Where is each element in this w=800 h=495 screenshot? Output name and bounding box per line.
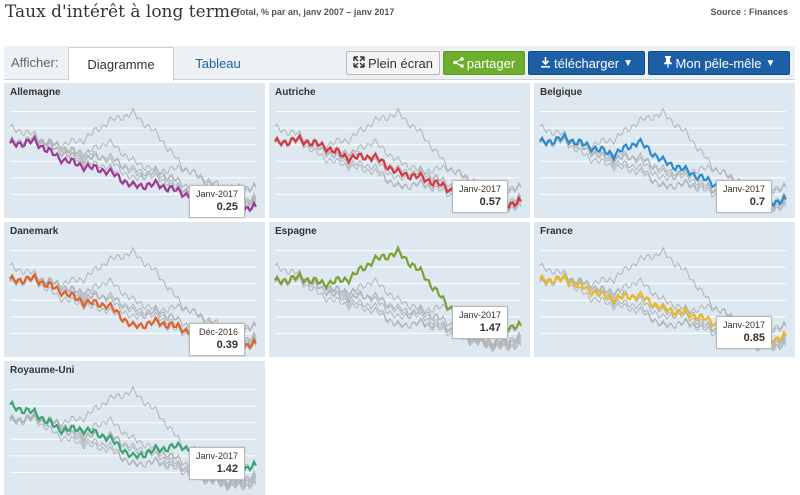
share-icon — [452, 56, 464, 71]
pele-mele-button[interactable]: Mon pêle-mêle ▼ — [648, 51, 790, 75]
download-label: télécharger — [554, 55, 620, 71]
context-line-allemagne — [274, 275, 522, 353]
panel-title: Espagne — [275, 226, 317, 237]
tooltip-date: Déc-2016 — [198, 327, 238, 337]
share-label: partager — [466, 55, 516, 71]
caret-down-icon: ▼ — [623, 57, 633, 69]
tooltip-date: Janv-2017 — [458, 310, 501, 320]
value-tooltip: Déc-2016 0.39 — [189, 323, 245, 356]
pele-mele-label: Mon pêle-mêle — [675, 55, 762, 71]
pin-icon — [663, 55, 673, 71]
context-line-espagne — [9, 246, 257, 332]
page-title: Taux d'intérêt à long terme — [5, 2, 240, 22]
context-line-allemagne — [9, 414, 257, 492]
tooltip-date: Janv-2017 — [722, 320, 765, 330]
share-button[interactable]: partager — [443, 51, 525, 75]
panel-france: France Janv-2017 0.85 — [534, 222, 795, 357]
panel-title: France — [540, 226, 573, 237]
panel-title: Royaume-Uni — [10, 365, 75, 376]
tooltip-value: 0.25 — [216, 201, 238, 213]
caret-down-icon: ▼ — [765, 57, 776, 69]
context-line-espagne — [539, 107, 787, 193]
context-line-espagne — [274, 107, 522, 193]
panel-title: Autriche — [275, 87, 316, 98]
toolbar: Afficher: Diagramme Tableau Plein écran … — [4, 46, 795, 81]
download-button[interactable]: télécharger ▼ — [528, 51, 645, 75]
chart-header: Taux d'intérêt à long terme Total, % par… — [5, 2, 795, 26]
afficher-label: Afficher: — [11, 55, 59, 70]
tooltip-value: 1.42 — [216, 463, 238, 475]
panel-allemagne: Allemagne Janv-2017 0.25 — [4, 83, 265, 218]
panel-title: Belgique — [540, 87, 583, 98]
panel-autriche: Autriche Janv-2017 0.57 — [269, 83, 530, 218]
tab-diagramme[interactable]: Diagramme — [68, 47, 174, 81]
panel-title: Allemagne — [10, 87, 61, 98]
tooltip-value: 0.7 — [749, 196, 765, 208]
value-tooltip: Janv-2017 0.25 — [189, 185, 245, 218]
tooltip-value: 0.57 — [479, 196, 501, 208]
fullscreen-button[interactable]: Plein écran — [346, 51, 440, 75]
expand-icon — [353, 55, 365, 71]
context-line-royaume-uni — [9, 262, 257, 335]
tooltip-date: Janv-2017 — [458, 184, 501, 194]
panel-royaume-uni: Royaume-Uni Janv-2017 1.42 — [4, 361, 265, 495]
panel-espagne: Espagne Janv-2017 1.47 — [269, 222, 530, 357]
tooltip-value: 0.39 — [216, 339, 238, 351]
panel-danemark: Danemark Déc-2016 0.39 — [4, 222, 265, 357]
value-tooltip: Janv-2017 0.7 — [716, 180, 772, 213]
panel-belgique: Belgique Janv-2017 0.7 — [534, 83, 795, 218]
tooltip-value: 0.85 — [743, 332, 765, 344]
tooltip-value: 1.47 — [479, 322, 501, 334]
panel-title: Danemark — [10, 226, 59, 237]
value-tooltip: Janv-2017 1.47 — [452, 306, 508, 339]
tab-tableau[interactable]: Tableau — [195, 56, 241, 71]
fullscreen-label: Plein écran — [367, 55, 434, 71]
tooltip-date: Janv-2017 — [195, 451, 238, 461]
tooltip-date: Janv-2017 — [195, 189, 238, 199]
value-tooltip: Janv-2017 1.42 — [189, 447, 245, 480]
download-icon — [540, 56, 551, 71]
context-line-royaume-uni — [9, 123, 257, 196]
value-tooltip: Janv-2017 0.85 — [716, 316, 772, 349]
source-label: Source : Finances — [710, 7, 788, 17]
tooltip-date: Janv-2017 — [722, 184, 765, 194]
chart-subtitle: Total, % par an, janv 2007 – janv 2017 — [235, 7, 395, 17]
value-tooltip: Janv-2017 0.57 — [452, 180, 508, 213]
